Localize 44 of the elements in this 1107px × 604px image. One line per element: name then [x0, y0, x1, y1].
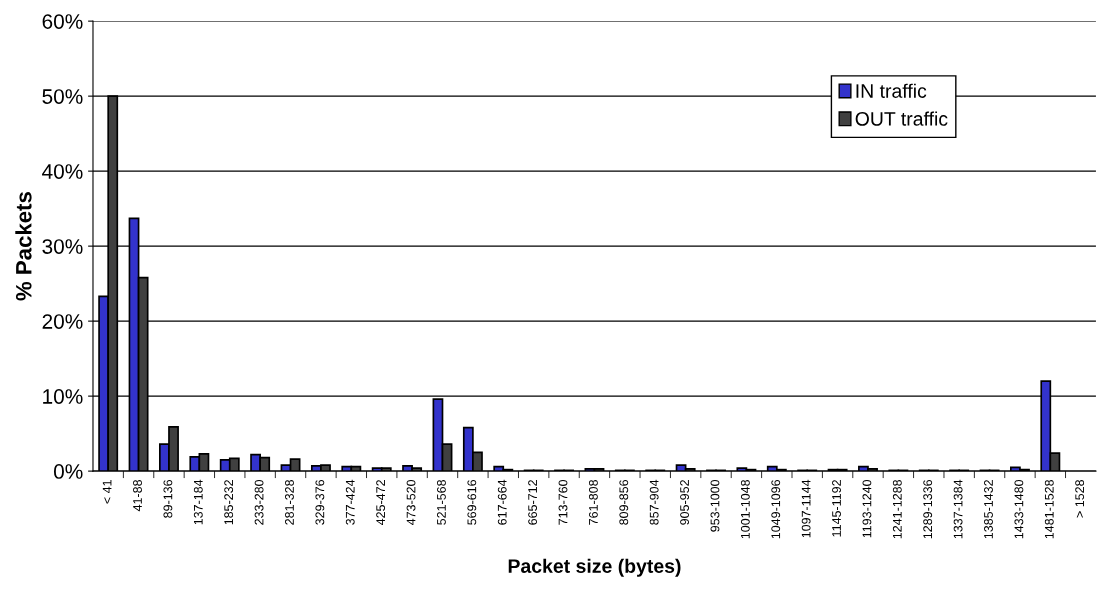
x-tick-label: 233-280: [254, 479, 264, 525]
x-tick-label: > 1528: [1075, 479, 1085, 518]
x-tick-label: 953-1000: [710, 479, 720, 532]
y-tick-label: 10%: [43, 389, 83, 404]
x-tick-label: 41-88: [133, 479, 142, 512]
x-tick-label: 1433-1480: [1014, 479, 1024, 539]
x-tick-label: 1385-1432: [984, 480, 993, 539]
x-tick-label: 377-424: [345, 479, 355, 525]
x-tick-label: 665-712: [528, 480, 538, 525]
x-tick-label: 761-808: [588, 479, 598, 525]
y-tick-label: 60%: [42, 14, 83, 29]
x-tick-label: 1193-1240: [862, 479, 872, 538]
x-tick-label: 89-136: [163, 480, 173, 518]
x-axis-title: Packet size (bytes): [508, 558, 681, 577]
legend-label: IN traffic: [856, 83, 927, 98]
y-tick-label: 40%: [42, 164, 83, 179]
x-tick-label: 1337-1384: [953, 479, 963, 539]
x-tick-label: 809-856: [619, 480, 629, 525]
x-tick-label: 473-520: [406, 479, 416, 526]
x-tick-label: 905-952: [680, 480, 689, 525]
x-tick-label: 1241-1288: [892, 479, 902, 539]
x-tick-label: 425-472: [376, 480, 386, 526]
x-tick-label: 281-328: [285, 479, 294, 525]
x-tick-label: 521-568: [437, 479, 446, 525]
x-tick-label: 1145-1192: [832, 480, 841, 537]
x-tick-label: 1481-1528: [1044, 479, 1054, 539]
y-tick-label: 30%: [42, 239, 83, 254]
x-tick-label: 1049-1096: [771, 480, 781, 539]
y-axis-title: % Packets: [15, 192, 32, 301]
x-tick-label: 137-184: [193, 479, 203, 525]
x-tick-label: 857-904: [649, 479, 659, 525]
x-tick-label: 617-664: [497, 479, 507, 525]
x-tick-label: 1001-1048: [740, 479, 750, 539]
x-tick-label: 713-760: [558, 479, 568, 525]
x-tick-label: 1097-1144: [801, 479, 811, 538]
y-tick-label: 50%: [42, 89, 83, 104]
x-tick-label: 185-232: [224, 480, 234, 525]
x-tick-label: < 41: [102, 480, 112, 504]
y-tick-label: 20%: [42, 314, 83, 329]
x-tick-label: 329-376: [315, 480, 325, 525]
x-tick-label: 569-616: [467, 480, 477, 525]
y-tick-label: 0%: [53, 464, 83, 479]
legend-label: OUT traffic: [855, 111, 948, 126]
x-tick-label: 1289-1336: [923, 480, 933, 539]
